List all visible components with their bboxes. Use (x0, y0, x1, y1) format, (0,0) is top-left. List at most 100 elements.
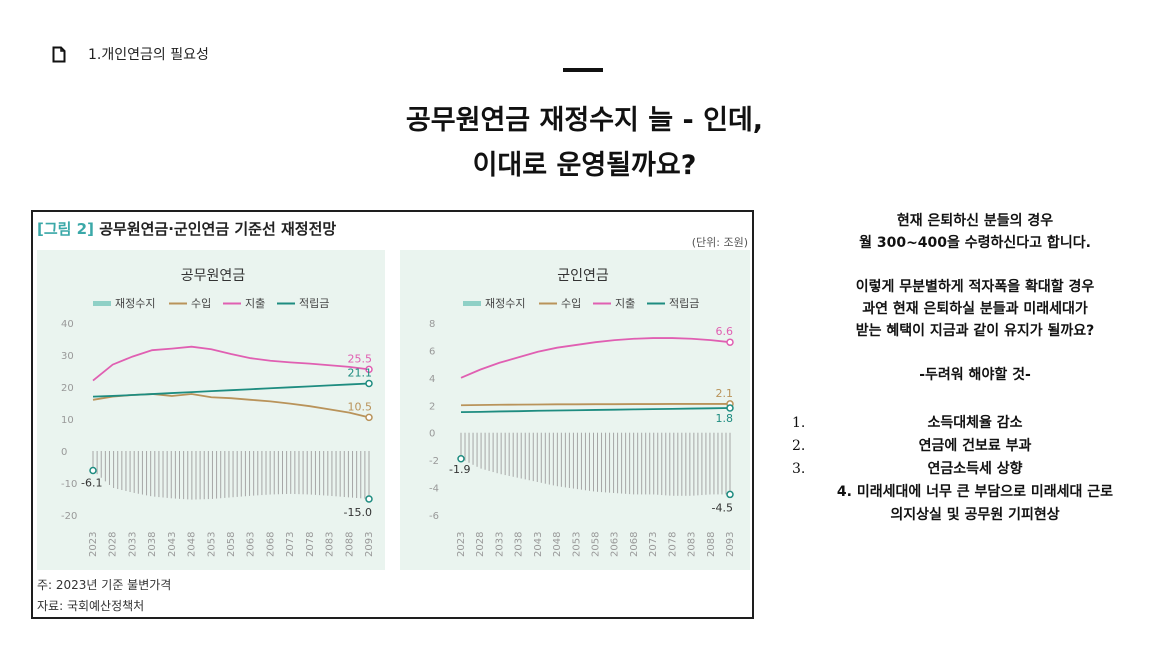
x-tick-label: 2058 (591, 532, 602, 557)
legend-label: 지출 (615, 297, 635, 310)
x-tick-label: 2073 (648, 532, 659, 557)
x-tick-label: 2043 (533, 532, 544, 557)
y-tick-label: -20 (61, 511, 77, 522)
figure-title-text: 공무원연금·군인연금 기준선 재정전망 (99, 220, 337, 238)
figure-source: 자료: 국회예산정책처 (37, 599, 145, 613)
legend-label: 적립금 (299, 297, 329, 310)
series-end-marker (365, 365, 373, 374)
series-line-수입 (460, 403, 730, 407)
series-line-적립금 (460, 407, 731, 414)
legend-swatch (463, 301, 481, 306)
x-tick-label: 2078 (667, 532, 678, 557)
y-tick-label: 40 (61, 319, 74, 330)
x-tick-label: 2048 (552, 532, 563, 557)
chart-title: 공무원연금 (181, 268, 246, 284)
series-end-marker (726, 404, 734, 412)
page-title-line1: 공무원연금 재정수지 늘 - 인데, (405, 105, 764, 136)
y-tick-label: -6 (429, 511, 439, 522)
legend-label: 지출 (245, 297, 265, 310)
y-tick-label: -4 (429, 484, 439, 495)
legend-swatch (93, 301, 111, 306)
x-tick-label: 2033 (494, 532, 505, 557)
x-tick-label: 2028 (108, 532, 119, 557)
y-tick-label: 4 (429, 374, 435, 385)
x-tick-label: 2088 (344, 532, 355, 557)
legend-label: 수입 (561, 297, 581, 310)
legend-label: 수입 (191, 297, 211, 310)
y-tick-label: 30 (61, 351, 74, 362)
page-title-line2: 이대로 운영될까요? (472, 150, 697, 181)
commentary-p2-line1: 이렇게 무분별하게 적자폭을 확대할 경우 (855, 279, 1095, 295)
legend-label: 재정수지 (115, 297, 155, 310)
y-tick-label: -10 (61, 479, 77, 490)
x-tick-label: 2068 (265, 532, 276, 557)
y-tick-label: 20 (61, 383, 74, 394)
commentary-p1-line2: 월 300~400을 수령하신다고 합니다. (859, 235, 1091, 251)
series-end-marker (365, 413, 373, 422)
x-tick-label: 2073 (285, 532, 296, 557)
x-tick-label: 2023 (88, 532, 99, 557)
commentary-p1-line1: 현재 은퇴하신 분들의 경우 (896, 213, 1054, 229)
figure-unit: (단위: 조원) (691, 236, 748, 249)
series-line-지출 (460, 337, 731, 379)
figure-title: [그림 2] 공무원연금·군인연금 기준선 재정전망 (37, 218, 336, 239)
list-item: 2. 연금에 건보료 부과 (792, 438, 1032, 454)
x-tick-label: 2058 (226, 532, 237, 557)
x-tick-label: 2033 (127, 532, 138, 557)
title-divider (563, 68, 603, 72)
commentary: 현재 은퇴하신 분들의 경우 월 300~400을 수령하신다고 합니다. 이렇… (780, 210, 1169, 527)
x-tick-label: 2063 (246, 532, 257, 557)
data-label: 25.5 (348, 352, 373, 365)
list-item: 3. 연금소득세 상향 (792, 461, 1023, 477)
y-tick-label: 10 (61, 415, 74, 426)
y-tick-label: 2 (429, 401, 435, 412)
x-tick-label: 2043 (167, 532, 178, 557)
y-tick-label: 0 (61, 447, 67, 458)
figure-label: [그림 2] (37, 220, 94, 238)
data-label: 10.5 (348, 400, 373, 413)
figure-note: 주: 2023년 기준 불변가격 (37, 578, 172, 592)
figure-panel: [그림 2] 공무원연금·군인연금 기준선 재정전망 (단위: 조원) 공무원연… (31, 210, 754, 619)
data-label: -6.1 (81, 477, 102, 490)
breadcrumb: 1.개인연금의 필요성 (52, 44, 209, 64)
data-label: 6.6 (716, 325, 734, 338)
chart-title: 군인연금 (557, 268, 609, 284)
list-item: 4. 미래세대에 너무 큰 부담으로 미래세대 근로 (836, 484, 1114, 500)
data-label: -1.9 (449, 463, 470, 476)
balance-end-marker (365, 495, 373, 503)
data-label: 21.1 (348, 366, 373, 379)
x-tick-label: 2083 (325, 532, 336, 557)
balance-start-marker (457, 455, 465, 463)
list-item: 1. 소득대체율 감소 (792, 415, 1023, 431)
list-item-continuation: 의지상실 및 공무원 기피현상 (890, 507, 1060, 523)
x-tick-label: 2048 (187, 532, 198, 557)
data-label: -4.5 (712, 501, 733, 514)
x-tick-label: 2093 (364, 532, 375, 557)
page-title: 공무원연금 재정수지 늘 - 인데, 이대로 운영될까요? (0, 98, 1169, 188)
y-tick-label: -2 (429, 456, 439, 467)
x-tick-label: 2038 (514, 532, 525, 557)
x-tick-label: 2063 (610, 532, 621, 557)
commentary-p2-line2: 과연 현재 은퇴하실 분들과 미래세대가 (862, 301, 1088, 317)
x-tick-label: 2053 (206, 532, 217, 557)
series-line-적립금 (92, 382, 370, 398)
x-tick-label: 2053 (571, 532, 582, 557)
legend-label: 재정수지 (485, 297, 525, 310)
series-end-marker (726, 338, 734, 346)
x-tick-label: 2023 (456, 532, 467, 557)
breadcrumb-text: 1.개인연금의 필요성 (88, 47, 209, 63)
x-tick-label: 2078 (305, 532, 316, 557)
balance-start-marker (89, 466, 97, 475)
y-tick-label: 6 (429, 346, 435, 357)
x-tick-label: 2068 (629, 532, 640, 557)
x-tick-label: 2083 (687, 532, 698, 557)
commentary-heading: -두려워 해야할 것- (919, 367, 1031, 383)
x-tick-label: 2088 (706, 532, 717, 557)
x-tick-label: 2093 (725, 532, 736, 557)
series-end-marker (365, 379, 373, 388)
y-tick-label: 0 (429, 429, 435, 440)
series-line-지출 (92, 345, 370, 382)
risk-list: 1. 소득대체율 감소 2. 연금에 건보료 부과 3. 연금소득세 상향 4. 미래… (780, 412, 1169, 527)
x-tick-label: 2028 (475, 532, 486, 557)
